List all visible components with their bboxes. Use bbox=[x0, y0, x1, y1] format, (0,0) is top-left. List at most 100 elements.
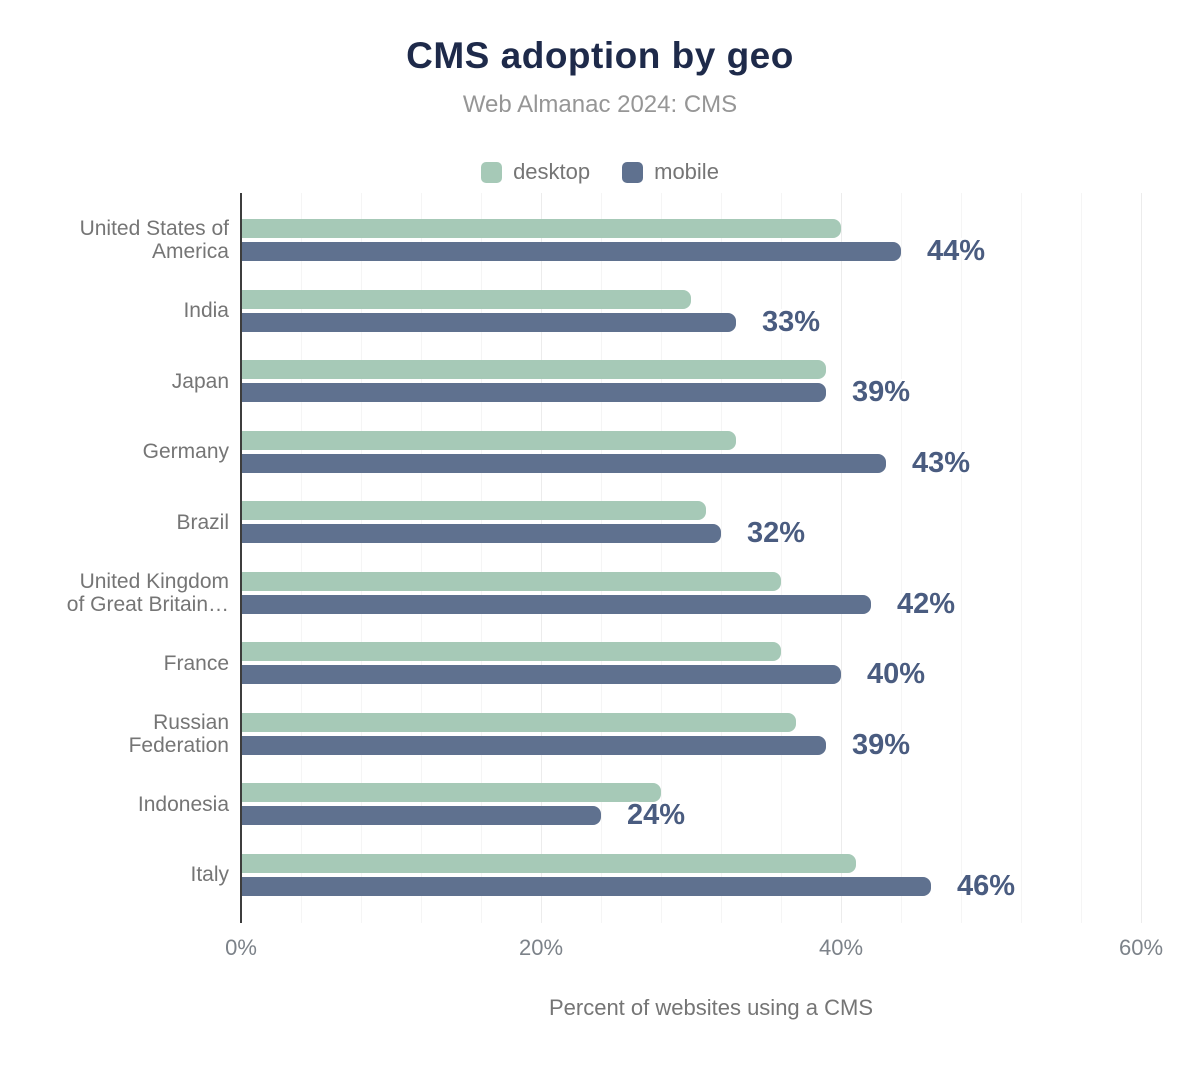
gridline-layer bbox=[241, 193, 1181, 923]
x-axis-ticks: 0% 20% 40% 60% bbox=[0, 935, 1200, 961]
chart-row: Japan 39% bbox=[0, 360, 1200, 408]
bar-desktop bbox=[241, 642, 781, 662]
legend-swatch-mobile bbox=[622, 161, 644, 183]
category-label: Indonesia bbox=[137, 792, 229, 816]
value-label: 39% bbox=[852, 376, 911, 409]
chart-subtitle: Web Almanac 2024: CMS bbox=[462, 91, 738, 118]
minor-gridline bbox=[961, 193, 962, 923]
mobile-bar-row: 32% bbox=[241, 517, 1200, 549]
major-gridline bbox=[541, 193, 542, 923]
value-label: 44% bbox=[927, 235, 986, 267]
legend: desktop mobile bbox=[0, 159, 1200, 185]
legend-item-mobile: mobile bbox=[622, 159, 719, 185]
mobile-bar-row: 42% bbox=[241, 588, 1200, 620]
mobile-bar-row: 33% bbox=[241, 306, 1200, 338]
chart-row: United States of America 44% bbox=[0, 217, 1200, 267]
value-label: 46% bbox=[957, 869, 1016, 902]
bar-mobile bbox=[241, 312, 736, 332]
category-label: India bbox=[183, 299, 229, 323]
bar-group: 46% bbox=[241, 853, 1200, 902]
minor-gridline bbox=[361, 193, 362, 923]
bar-group: 44% bbox=[241, 219, 1200, 267]
mobile-bar-row: 46% bbox=[241, 870, 1200, 902]
bar-group: 33% bbox=[241, 289, 1200, 338]
mobile-bar-row: 39% bbox=[241, 729, 1200, 761]
x-tick-label: 40% bbox=[818, 935, 864, 960]
value-label: 33% bbox=[762, 305, 821, 338]
x-axis-title: Percent of websites using a CMS bbox=[548, 995, 874, 1020]
value-label: 39% bbox=[852, 728, 911, 761]
mobile-bar-row: 24% bbox=[241, 799, 1200, 831]
major-gridline bbox=[1141, 193, 1142, 923]
bar-mobile bbox=[241, 453, 886, 473]
mobile-bar-row: 44% bbox=[241, 235, 1200, 267]
bar-desktop bbox=[241, 712, 796, 732]
bar-mobile bbox=[241, 876, 931, 896]
bar-desktop bbox=[241, 219, 841, 238]
chart-row: Italy 46% bbox=[0, 853, 1200, 902]
bar-mobile bbox=[241, 806, 601, 826]
chart-row: Germany 43% bbox=[0, 430, 1200, 479]
legend-swatch-desktop bbox=[481, 161, 503, 183]
bar-mobile bbox=[241, 594, 871, 614]
minor-gridline bbox=[301, 193, 302, 923]
bar-group: 43% bbox=[241, 430, 1200, 479]
x-tick-label: 60% bbox=[1118, 935, 1164, 960]
minor-gridline bbox=[661, 193, 662, 923]
bar-group: 42% bbox=[241, 571, 1200, 620]
bar-mobile bbox=[241, 383, 826, 403]
bar-desktop bbox=[241, 360, 826, 380]
legend-label: mobile bbox=[654, 159, 719, 184]
category-label: Japan bbox=[171, 369, 229, 393]
minor-gridline bbox=[421, 193, 422, 923]
bar-desktop bbox=[241, 501, 706, 521]
value-label: 42% bbox=[897, 587, 956, 620]
bar-desktop bbox=[241, 783, 661, 803]
minor-gridline bbox=[481, 193, 482, 923]
minor-gridline bbox=[781, 193, 782, 923]
bar-desktop bbox=[241, 430, 736, 450]
minor-gridline bbox=[601, 193, 602, 923]
mobile-bar-row: 39% bbox=[241, 376, 1200, 408]
chart-row: Russian Federation 39% bbox=[0, 710, 1200, 761]
major-gridline bbox=[841, 193, 842, 923]
legend-label: desktop bbox=[513, 159, 591, 184]
minor-gridline bbox=[721, 193, 722, 923]
category-label: Germany bbox=[142, 440, 229, 464]
category-label: France bbox=[163, 651, 229, 675]
value-label: 40% bbox=[867, 658, 926, 691]
bar-mobile bbox=[241, 524, 721, 544]
mobile-bar-row: 40% bbox=[241, 658, 1200, 690]
plot-area: United States of America 44% India 33% Japan… bbox=[0, 193, 1200, 923]
value-label: 32% bbox=[747, 517, 806, 550]
bar-mobile bbox=[241, 665, 841, 685]
bar-mobile bbox=[241, 735, 826, 755]
chart-row: India 33% bbox=[0, 289, 1200, 338]
bar-group: 39% bbox=[241, 360, 1200, 408]
bar-rows: United States of America 44% India 33% Japan… bbox=[0, 193, 1200, 923]
chart-row: Indonesia 24% bbox=[0, 783, 1200, 831]
x-tick-label: 0% bbox=[225, 935, 257, 960]
category-label: Brazil bbox=[176, 510, 229, 534]
minor-gridline bbox=[1081, 193, 1082, 923]
bar-group: 24% bbox=[241, 783, 1200, 831]
minor-gridline bbox=[1021, 193, 1022, 923]
mobile-bar-row: 43% bbox=[241, 447, 1200, 479]
bar-mobile bbox=[241, 242, 901, 261]
category-label: Italy bbox=[190, 863, 229, 887]
legend-item-desktop: desktop bbox=[481, 159, 590, 185]
value-label: 24% bbox=[627, 799, 686, 832]
category-label: United Kingdom of Great Britain… bbox=[66, 569, 229, 616]
category-label: Russian Federation bbox=[128, 710, 229, 757]
bar-desktop bbox=[241, 853, 856, 873]
x-tick-label: 20% bbox=[518, 935, 564, 960]
category-label: United States of America bbox=[79, 217, 229, 263]
minor-gridline bbox=[901, 193, 902, 923]
bar-group: 39% bbox=[241, 712, 1200, 761]
bar-desktop bbox=[241, 571, 781, 591]
chart-row: Brazil 32% bbox=[0, 501, 1200, 549]
chart-row: France 40% bbox=[0, 642, 1200, 690]
y-axis-line bbox=[240, 193, 242, 923]
bar-group: 40% bbox=[241, 642, 1200, 690]
